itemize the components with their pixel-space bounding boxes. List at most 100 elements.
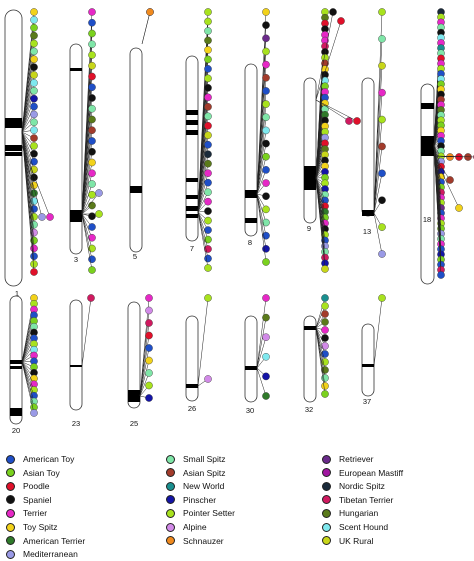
locus-dot [262,294,269,301]
legend-item: Toy Spitz [6,520,58,534]
locus-dot [30,261,37,268]
locus-dot [321,310,328,317]
locus-dot [30,142,37,149]
legend-label: Alpine [183,522,207,532]
legend-swatch [322,495,331,504]
legend-label: UK Rural [339,536,373,546]
locus-dot [262,48,269,55]
locus-dot [262,193,269,200]
chromosome-37: 37 [362,294,386,406]
chromosome-body [421,84,434,284]
locus-dot [378,197,385,204]
locus-dot [321,302,328,309]
locus-dot [262,87,269,94]
locus-dot [30,245,37,252]
locus-dot [88,213,95,220]
locus-dot [204,179,211,186]
legend-item: Pointer Setter [166,506,235,520]
chromosome-32: 32 [304,294,329,414]
locus-dot [321,265,328,272]
locus-dot [262,353,269,360]
legend-label: American Toy [23,454,74,464]
legend-swatch [322,536,331,545]
legend-item: UK Rural [322,534,373,548]
legend-label: Poodle [23,481,49,491]
locus-dot [204,122,211,129]
legend-label: Tibetan Terrier [339,495,393,505]
locus-dot [145,319,152,326]
locus-dot [204,8,211,15]
legend-swatch [166,536,175,545]
locus-dot [145,307,152,314]
legend-item: Pinscher [166,493,216,507]
chromosome-label: 18 [423,215,431,224]
chromosome-label: 25 [130,419,138,428]
locus-dot [145,332,152,339]
locus-dot [30,134,37,141]
legend-swatch [6,509,15,518]
locus-dot [145,394,152,401]
locus-dot [204,94,211,101]
locus-dot [204,84,211,91]
legend-swatch [6,523,15,532]
locus-connector [374,66,382,213]
legend-swatch [322,482,331,491]
chromosome-20: 20 [10,294,38,435]
chromosome-band [245,366,257,370]
legend-swatch [6,550,15,559]
legend-swatch [166,482,175,491]
legend-label: Asian Spitz [183,468,226,478]
legend-label: American Terrier [23,536,85,546]
locus-connector [142,12,150,44]
chromosome-label: 37 [363,397,371,406]
locus-dot [204,37,211,44]
legend-item: Small Spitz [166,452,226,466]
locus-dot [262,22,269,29]
legend-swatch [322,468,331,477]
locus-dot [30,32,37,39]
legend-item: New World [166,479,224,493]
locus-dot [321,294,328,301]
locus-dot [378,8,385,15]
chromosome-body [70,44,82,254]
chromosome-23: 23 [70,294,95,428]
locus-dot [446,176,453,183]
legend-label: Retriever [339,454,373,464]
chromosome-band [186,130,198,135]
locus-dot [204,103,211,110]
locus-dot [321,318,328,325]
chromosome-label: 13 [363,227,371,236]
chromosome-8: 8 [245,8,270,265]
locus-dot [262,61,269,68]
locus-dot [145,357,152,364]
locus-dot [88,73,95,80]
locus-dot [88,202,95,209]
legend-item: Alpine [166,520,207,534]
locus-dot [88,30,95,37]
locus-dot [88,41,95,48]
legend-swatch [6,495,15,504]
locus-dot [262,392,269,399]
legend-swatch [166,455,175,464]
locus-connector [257,194,266,262]
legend-swatch [6,536,15,545]
locus-dot [30,71,37,78]
locus-dot [88,180,95,187]
locus-dot [88,191,95,198]
locus-dot [262,74,269,81]
locus-dot [88,223,95,230]
locus-dot [262,334,269,341]
chromosome-band [10,360,22,364]
legend-item: Asian Spitz [166,466,226,480]
locus-dot [337,17,344,24]
legend-item: Asian Toy [6,466,60,480]
locus-dot [30,150,37,157]
chromosome-label: 30 [246,406,254,415]
legend-label: Spaniel [23,495,51,505]
locus-dot [46,213,53,220]
locus-connector [374,213,382,254]
locus-dot [88,105,95,112]
chromosome-band [186,195,198,199]
legend-label: Small Spitz [183,454,226,464]
chromosome-band [245,190,257,198]
